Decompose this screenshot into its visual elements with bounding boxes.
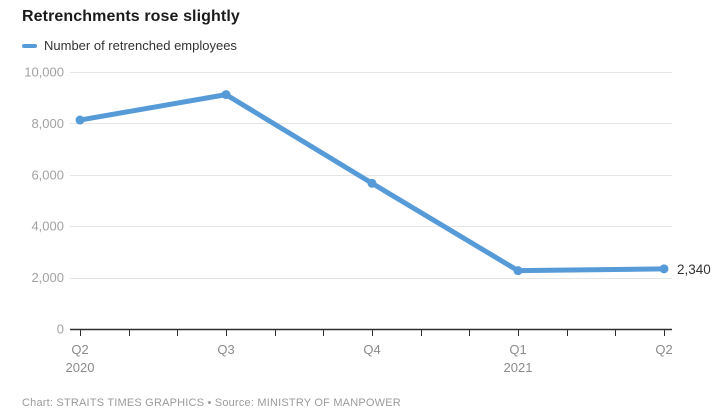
y-axis-label-0: 0 <box>57 322 64 337</box>
data-point-3 <box>513 266 523 276</box>
y-axis-label-2000: 2,000 <box>31 270 64 285</box>
y-axis-label-6000: 6,000 <box>31 167 64 182</box>
attribution: Chart: STRAITS TIMES GRAPHICS • Source: … <box>22 397 401 409</box>
last-value-label: 2,340 <box>677 262 711 277</box>
x-axis-label-quarter-0: Q2 <box>71 342 88 357</box>
x-axis-label-quarter-3: Q1 <box>509 342 526 357</box>
y-axis-label-4000: 4,000 <box>31 219 64 234</box>
y-axis-label-8000: 8,000 <box>31 116 64 131</box>
legend-label: Number of retrenched employees <box>44 38 237 53</box>
data-point-1 <box>221 90 231 100</box>
data-point-2 <box>367 178 377 188</box>
chart-title: Retrenchments rose slightly <box>22 8 240 25</box>
x-axis-label-quarter-4: Q2 <box>655 342 672 357</box>
data-point-0 <box>75 115 85 125</box>
x-axis-label-year-3: 2021 <box>504 360 533 375</box>
x-axis-label-quarter-1: Q3 <box>217 342 234 357</box>
y-axis-label-10000: 10,000 <box>24 65 64 80</box>
legend-line-swatch <box>22 43 37 48</box>
data-point-4 <box>659 264 669 274</box>
x-axis-label-year-0: 2020 <box>66 360 95 375</box>
x-axis-label-quarter-2: Q4 <box>363 342 380 357</box>
legend: Number of retrenched employees <box>22 38 237 53</box>
